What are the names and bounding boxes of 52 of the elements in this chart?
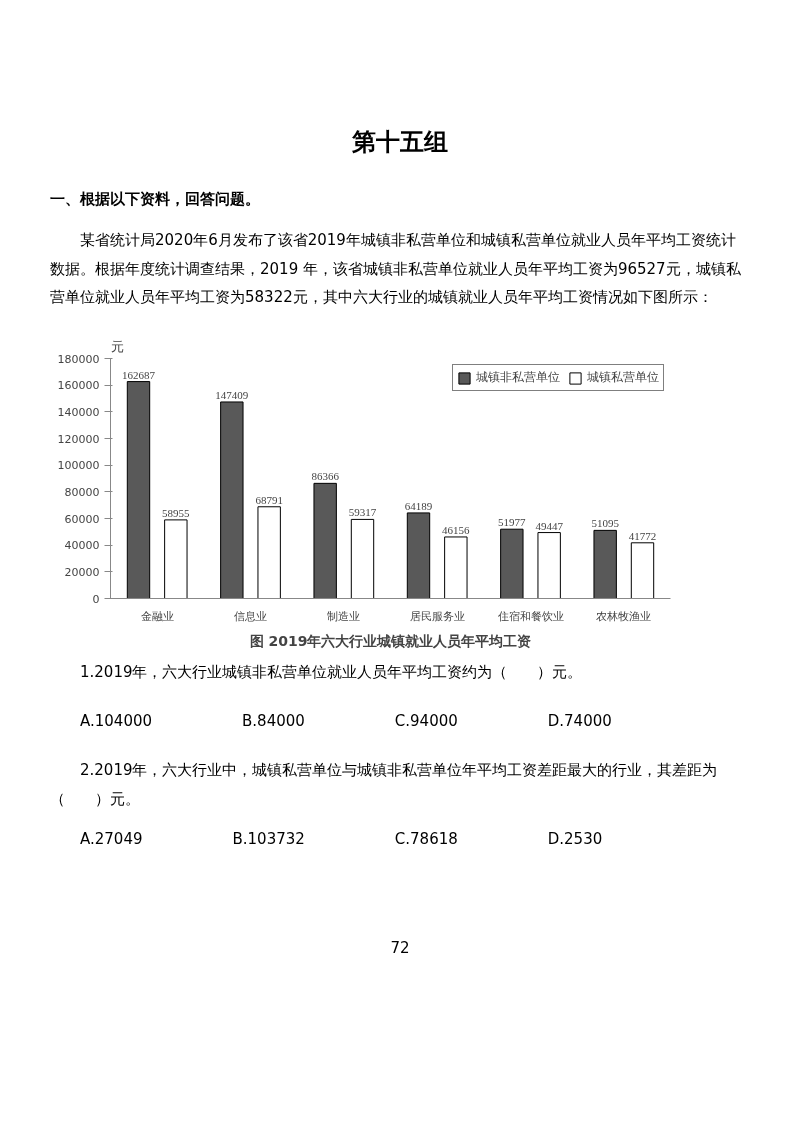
y-tick-label: 180000 bbox=[57, 352, 100, 366]
bar bbox=[164, 519, 188, 599]
data-label: 41772 bbox=[628, 529, 657, 542]
x-tick-label: 信息业 bbox=[234, 609, 267, 623]
data-label: 58955 bbox=[162, 506, 191, 519]
text: A.27049 B.103732 C.78618 D.2530 bbox=[79, 829, 603, 850]
text: 72 bbox=[389, 938, 411, 959]
text: 某省统计局2020年6月发布了该省2019年城镇非私营单位和城镇私营单位就业人员年平均工资统计数据。根据年度统计调查结果，2019 年，该省城镇非私营单位就业人员年平均工资为96527元，城镇私营单位就业人员年平均工资为58322元，其中六大行业的城镇就业人员年平均工资情况如下图所示： bbox=[50, 230, 742, 308]
y-tick-label: 140000 bbox=[57, 405, 100, 419]
y-tick-label: 120000 bbox=[57, 432, 100, 446]
y-tick-label: 100000 bbox=[57, 459, 100, 473]
x-tick-label: 居民服务业 bbox=[409, 609, 465, 623]
bar bbox=[406, 512, 431, 599]
text: A.104000 B.84000 C.94000 D.74000 bbox=[79, 711, 612, 732]
y-axis-title: 元 bbox=[110, 338, 124, 354]
y-tick-label: 20000 bbox=[64, 565, 100, 579]
y-tick-label: 80000 bbox=[64, 485, 100, 499]
data-label: 86366 bbox=[311, 470, 340, 483]
bar bbox=[630, 542, 655, 599]
bar bbox=[126, 381, 151, 599]
x-tick-label: 金融业 bbox=[140, 609, 174, 623]
data-label: 51095 bbox=[591, 517, 620, 530]
text: 一、根据以下资料，回答问题。 bbox=[50, 189, 260, 210]
data-label: 49447 bbox=[535, 519, 564, 532]
text: 图 2019年六大行业城镇就业人员年平均工资 bbox=[249, 632, 532, 649]
bar bbox=[313, 482, 337, 599]
data-label: 147409 bbox=[215, 388, 249, 401]
text: 2.2019年，六大行业中，城镇私营单位与城镇非私营单位年平均工资差距最大的行业，其差距为（ ）元。 bbox=[50, 760, 719, 810]
data-label: 68791 bbox=[255, 493, 283, 506]
bar bbox=[500, 528, 524, 599]
text: 第十五组 bbox=[351, 127, 449, 158]
x-tick-label: 住宿和餐饮业 bbox=[497, 609, 564, 623]
y-tick-label: 60000 bbox=[64, 512, 100, 526]
bar bbox=[257, 506, 281, 599]
legend-label: 城镇私营单位 bbox=[587, 369, 659, 386]
y-tick-label: 40000 bbox=[64, 539, 100, 553]
x-tick-label: 农林牧渔业 bbox=[596, 609, 652, 623]
data-label: 46156 bbox=[442, 523, 471, 536]
bar bbox=[593, 529, 617, 599]
bar bbox=[444, 536, 468, 599]
data-label: 64189 bbox=[404, 499, 433, 512]
data-label: 51977 bbox=[498, 516, 527, 529]
text: 1.2019年，六大行业城镇非私营单位就业人员年平均工资约为（ ）元。 bbox=[79, 662, 583, 683]
bar bbox=[220, 401, 244, 599]
data-label: 59317 bbox=[348, 506, 377, 519]
y-tick-label: 0 bbox=[92, 592, 100, 606]
bar bbox=[537, 532, 561, 599]
data-label: 162687 bbox=[122, 368, 156, 381]
legend-label: 城镇非私营单位 bbox=[476, 369, 560, 386]
y-tick-label: 160000 bbox=[57, 379, 100, 393]
bar bbox=[350, 518, 375, 599]
x-tick-label: 制造业 bbox=[327, 609, 361, 623]
